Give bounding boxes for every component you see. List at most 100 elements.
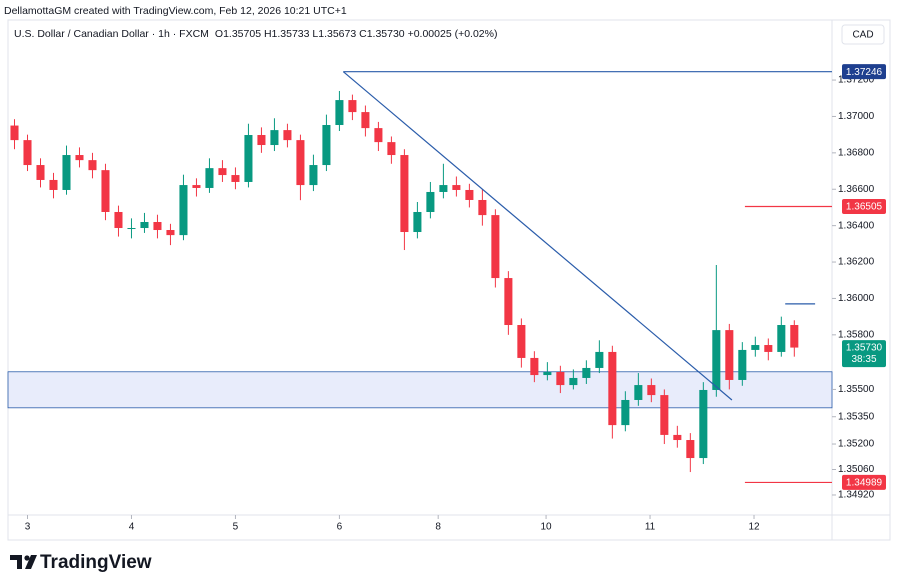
candle-body xyxy=(647,385,656,396)
x-tick-label: 12 xyxy=(748,522,760,533)
y-tick-label: 1.36600 xyxy=(838,184,875,195)
byline: DellamottaGM created with TradingView.co… xyxy=(4,5,347,17)
candle-body xyxy=(517,325,526,358)
zone xyxy=(7,371,833,409)
candle-body xyxy=(569,377,578,386)
candle-body xyxy=(725,330,734,380)
candle-body xyxy=(777,325,786,352)
candle-body xyxy=(361,112,370,129)
x-tick-label: 6 xyxy=(337,522,343,533)
candle-body xyxy=(49,179,58,190)
candle-body xyxy=(465,189,474,200)
candle-body xyxy=(283,130,292,141)
x-tick-label: 3 xyxy=(25,522,31,533)
candle-body xyxy=(257,135,266,146)
candle-body xyxy=(634,385,643,400)
price-label: 1.36505 xyxy=(846,202,883,213)
candle-body xyxy=(270,130,279,146)
candle-body xyxy=(413,211,422,233)
symbol: U.S. Dollar / Canadian Dollar · 1h · FXC… xyxy=(14,28,209,40)
candle-body xyxy=(335,100,344,126)
brand-name: TradingView xyxy=(40,552,152,573)
y-tick-label: 1.36800 xyxy=(838,147,875,158)
x-tick-label: 10 xyxy=(541,522,553,533)
currency-box[interactable] xyxy=(841,24,885,45)
y-tick-label: 1.37000 xyxy=(838,111,875,122)
candle-body xyxy=(621,399,630,426)
candle-body xyxy=(387,142,396,156)
candle-body xyxy=(452,185,461,190)
candle-body xyxy=(504,278,513,326)
candle-body xyxy=(608,351,617,426)
candle-body xyxy=(244,135,253,182)
candle-body xyxy=(543,371,552,376)
candle-body xyxy=(166,230,175,236)
price-label-box xyxy=(842,199,886,215)
candle-body xyxy=(127,228,136,230)
candle-body xyxy=(101,170,110,212)
price-label: 1.37246 xyxy=(846,67,883,78)
candle-body xyxy=(231,175,240,182)
candle-body xyxy=(764,345,773,352)
candle-body xyxy=(62,155,71,190)
y-tick-label: 1.35350 xyxy=(838,411,875,422)
y-tick-label: 1.37200 xyxy=(838,75,875,86)
candle-body xyxy=(400,155,409,233)
candle-body xyxy=(192,185,201,188)
candle-body xyxy=(556,371,565,386)
plot xyxy=(7,71,833,484)
candle-body xyxy=(179,185,188,236)
candle-body xyxy=(530,357,539,376)
x-tick-label: 4 xyxy=(129,522,135,533)
candle-body xyxy=(114,211,123,229)
y-tick-label: 1.35200 xyxy=(838,439,875,450)
price-label-box xyxy=(842,64,886,80)
currency[interactable]: CAD xyxy=(852,30,873,41)
candle-body xyxy=(23,140,32,166)
candle-body xyxy=(218,168,227,176)
candle-body xyxy=(686,440,695,459)
price-label-box xyxy=(842,474,886,490)
candle-body xyxy=(36,165,45,180)
candle-body xyxy=(75,155,84,161)
candle-body xyxy=(348,100,357,113)
candle-body xyxy=(140,222,149,229)
candle-body xyxy=(595,351,604,368)
x-tick-label: 5 xyxy=(233,522,239,533)
candle-body xyxy=(699,389,708,459)
candle-body xyxy=(790,325,799,348)
y-tick-label: 1.34920 xyxy=(838,490,875,501)
countdown: 38:35 xyxy=(851,354,876,365)
x-tick-label: 11 xyxy=(645,522,656,533)
ohlc-legend: O1.35705 H1.35733 L1.35673 C1.35730 +0.0… xyxy=(215,28,498,40)
candle-body xyxy=(205,168,214,188)
candle-body xyxy=(296,140,305,186)
candle-body xyxy=(751,345,760,350)
candle-body xyxy=(478,199,487,216)
brand-logo xyxy=(10,555,37,569)
y-tick-label: 1.35060 xyxy=(838,464,875,475)
candle-body xyxy=(10,125,19,141)
candle-body xyxy=(153,222,162,231)
candle-body xyxy=(738,349,747,380)
candle-body xyxy=(673,434,682,441)
candle-body xyxy=(88,160,97,171)
candle-body xyxy=(712,330,721,390)
trendline xyxy=(342,71,733,401)
price-label: 1.34989 xyxy=(846,478,883,489)
price-label: 1.35730 xyxy=(846,343,883,354)
y-tick-label: 1.35800 xyxy=(838,329,875,340)
y-tick-label: 1.36400 xyxy=(838,220,875,231)
y-tick-label: 1.35500 xyxy=(838,384,875,395)
candle-body xyxy=(660,395,669,435)
candle-body xyxy=(439,185,448,192)
candle-body xyxy=(374,128,383,143)
candle-body xyxy=(582,367,591,378)
y-tick-label: 1.36000 xyxy=(838,293,875,304)
candle-body xyxy=(426,191,435,212)
candle-body xyxy=(322,125,331,166)
chart-frame xyxy=(7,19,891,541)
y-tick-label: 1.36200 xyxy=(838,257,875,268)
